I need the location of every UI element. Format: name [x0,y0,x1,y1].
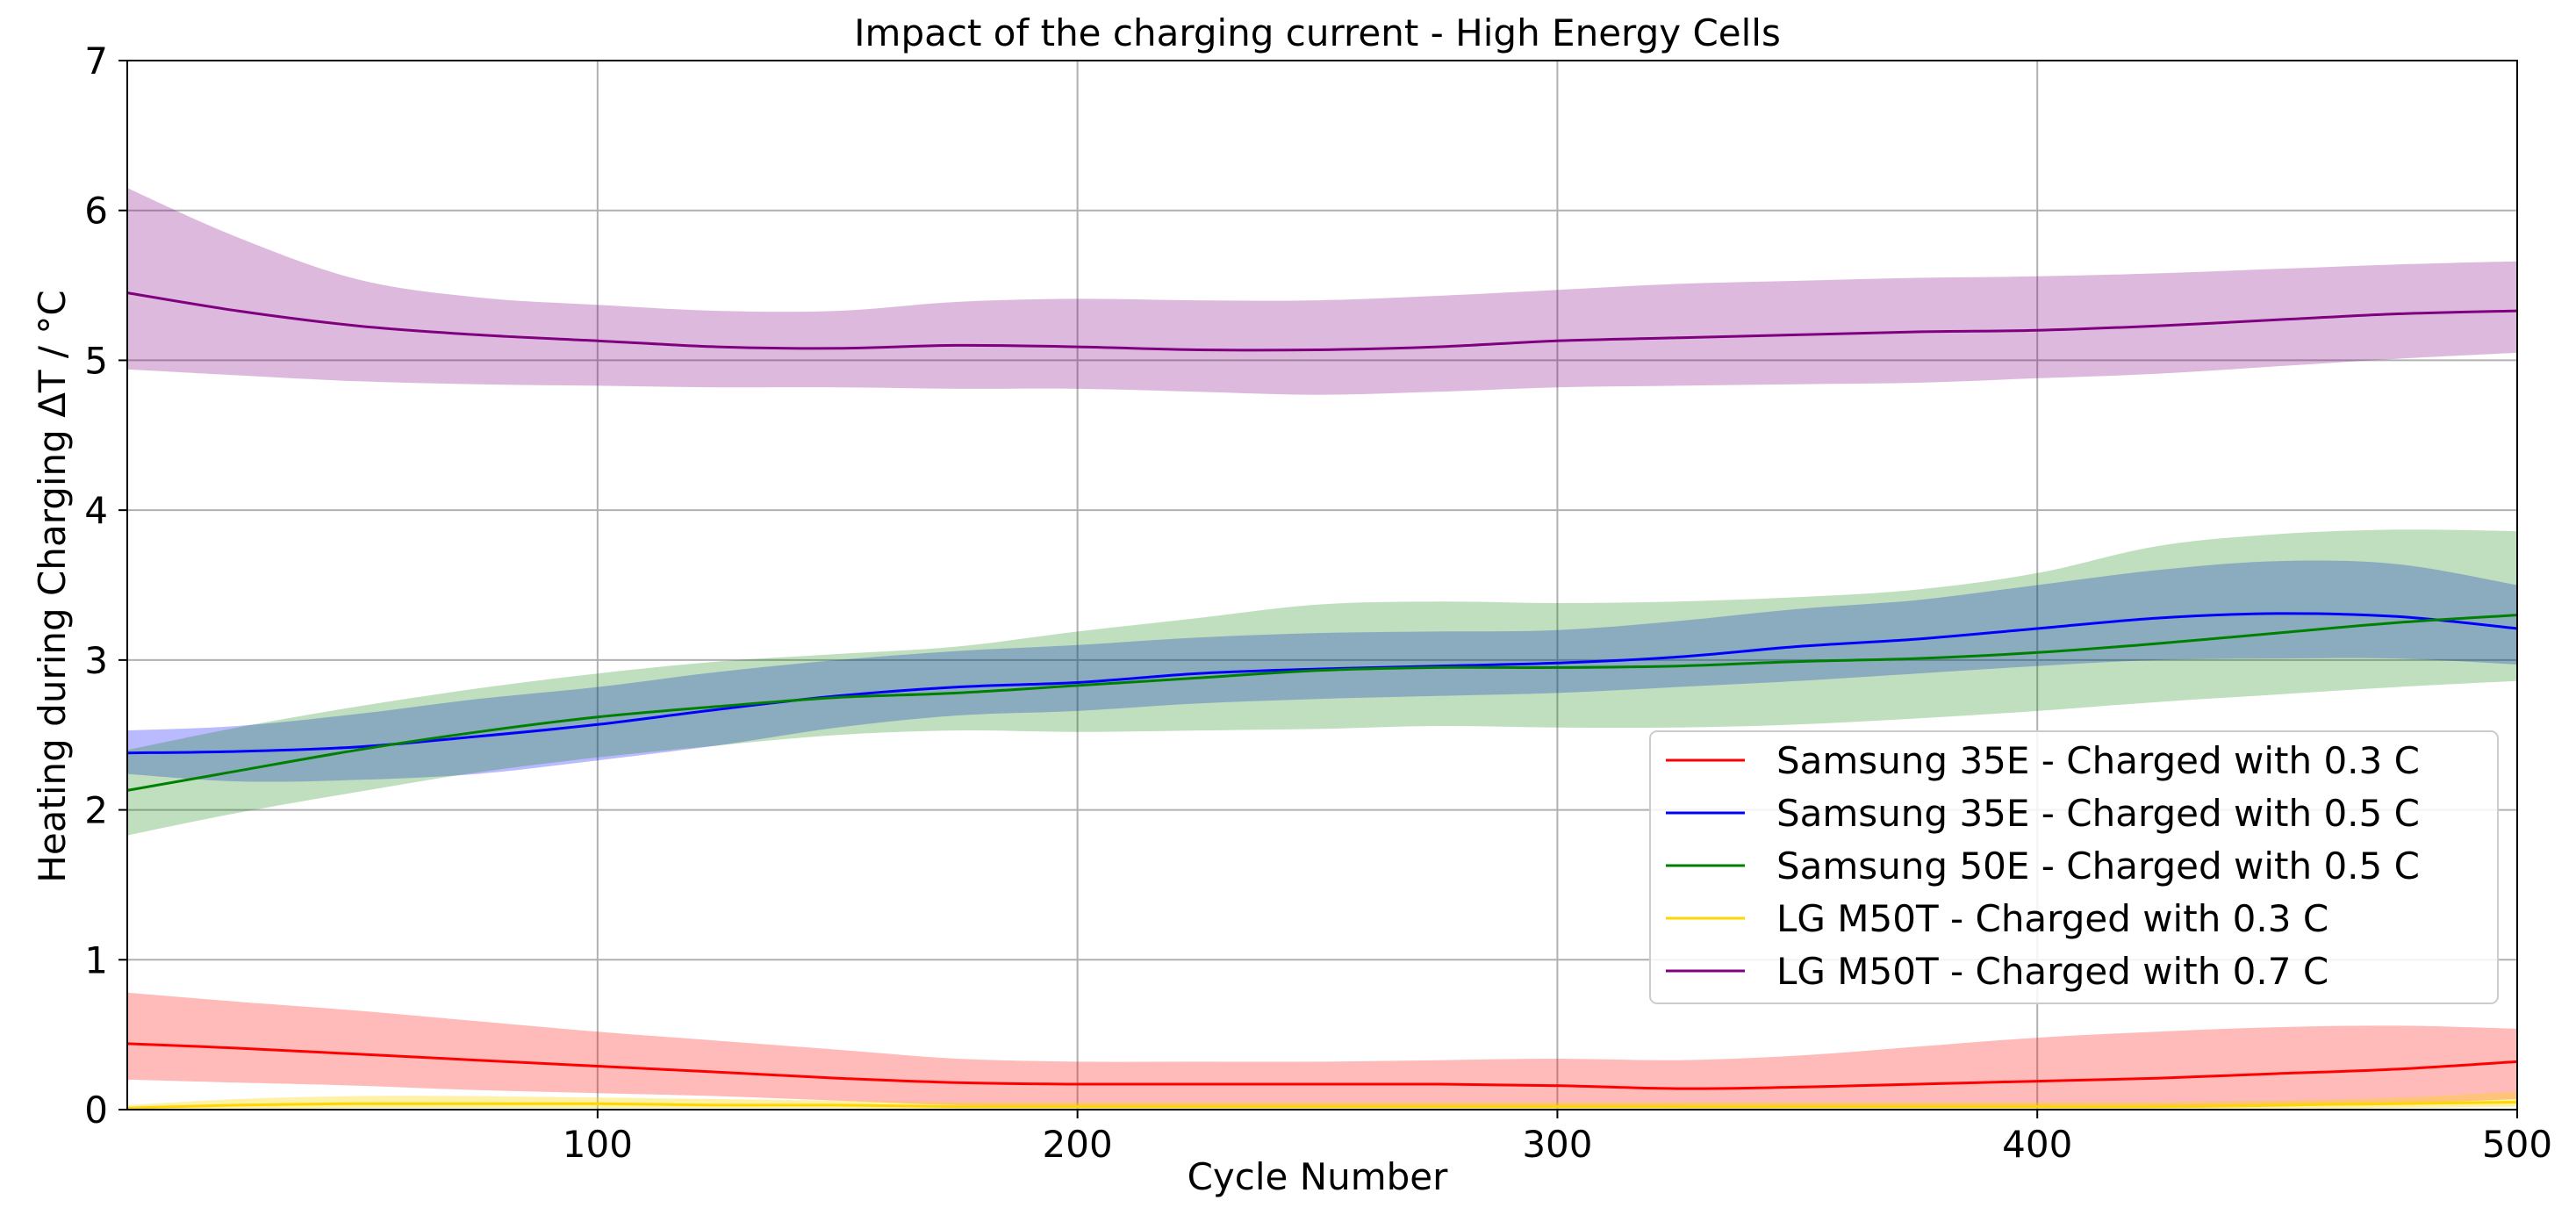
plot-frame [126,60,2518,1110]
band-series-5 [127,188,2517,395]
x-tick-label: 500 [2482,1123,2552,1166]
y-tick-label: 3 [84,639,108,682]
y-tick-label: 5 [84,339,108,382]
chart-title: Impact of the charging current - High En… [854,11,1781,54]
line-series-4 [126,1101,2518,1110]
legend: Samsung 35E - Charged with 0.3 C Samsung … [1649,730,2499,1004]
y-tick-label: 6 [84,190,108,233]
line-series-3 [126,614,2518,792]
y-tick-label: 2 [84,789,108,832]
legend-box [1649,730,2499,1004]
y-axis-ticks: 0 1 2 3 4 5 6 7 [84,40,127,1132]
y-tick-label: 4 [84,489,108,532]
legend-label: Samsung 50E - Charged with 0.5 C [1776,844,2420,888]
x-axis-ticks: 100 200 300 400 500 [563,1110,2552,1166]
line-series-2 [126,612,2518,755]
legend-label: LG M50T - Charged with 0.7 C [1776,950,2328,993]
x-tick-label: 300 [1522,1123,1592,1166]
x-tick-label: 100 [563,1123,633,1166]
legend-label: Samsung 35E - Charged with 0.5 C [1776,792,2420,835]
y-tick-label: 0 [84,1089,108,1132]
legend-label: LG M50T - Charged with 0.3 C [1776,897,2328,940]
band-series-3 [127,529,2517,836]
line-series-1 [126,1042,2518,1090]
legend-label: Samsung 35E - Charged with 0.3 C [1776,739,2420,782]
y-tick-label: 1 [84,938,108,981]
series-lines [126,291,2518,1110]
line-series-5 [126,291,2518,352]
y-axis-title: Heating during Charging ΔT / °C [31,290,74,883]
band-series-1 [127,992,2517,1109]
x-tick-label: 400 [2002,1123,2072,1166]
y-tick-label: 7 [84,40,108,83]
x-axis-title: Cycle Number [1188,1155,1449,1198]
x-tick-label: 200 [1043,1123,1113,1166]
